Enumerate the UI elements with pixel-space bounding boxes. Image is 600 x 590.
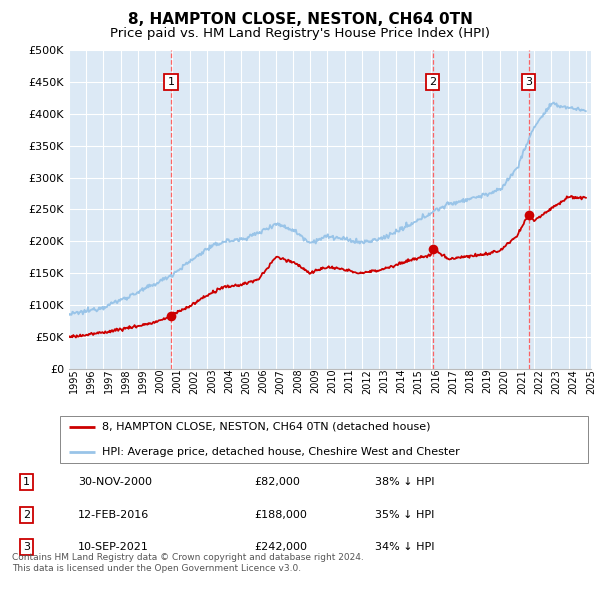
Text: 1997: 1997 xyxy=(103,369,113,394)
Text: 2015: 2015 xyxy=(413,369,424,394)
FancyBboxPatch shape xyxy=(59,415,589,464)
Text: 34% ↓ HPI: 34% ↓ HPI xyxy=(375,542,434,552)
Text: 2023: 2023 xyxy=(551,369,562,394)
Text: 1999: 1999 xyxy=(138,369,148,394)
Text: 1998: 1998 xyxy=(121,369,131,394)
Text: £82,000: £82,000 xyxy=(254,477,300,487)
Text: 1: 1 xyxy=(167,77,175,87)
Text: 2001: 2001 xyxy=(172,369,182,394)
Text: 2000: 2000 xyxy=(155,369,165,394)
Text: 2013: 2013 xyxy=(379,369,389,394)
Text: 3: 3 xyxy=(526,77,532,87)
Text: 3: 3 xyxy=(23,542,30,552)
Text: Contains HM Land Registry data © Crown copyright and database right 2024.
This d: Contains HM Land Registry data © Crown c… xyxy=(12,553,364,573)
Text: 8, HAMPTON CLOSE, NESTON, CH64 0TN (detached house): 8, HAMPTON CLOSE, NESTON, CH64 0TN (deta… xyxy=(103,422,431,432)
Text: 2024: 2024 xyxy=(569,369,578,394)
Text: 2007: 2007 xyxy=(276,369,286,394)
Text: 35% ↓ HPI: 35% ↓ HPI xyxy=(375,510,434,520)
Text: 1996: 1996 xyxy=(86,369,96,394)
Text: 12-FEB-2016: 12-FEB-2016 xyxy=(78,510,149,520)
Text: 2004: 2004 xyxy=(224,369,234,394)
Text: HPI: Average price, detached house, Cheshire West and Chester: HPI: Average price, detached house, Ches… xyxy=(103,447,460,457)
Text: 2020: 2020 xyxy=(500,369,509,394)
Text: £242,000: £242,000 xyxy=(254,542,307,552)
Text: 2002: 2002 xyxy=(190,369,200,394)
Text: 2006: 2006 xyxy=(259,369,269,394)
Text: 1: 1 xyxy=(23,477,30,487)
Text: 38% ↓ HPI: 38% ↓ HPI xyxy=(375,477,434,487)
Text: 10-SEP-2021: 10-SEP-2021 xyxy=(78,542,149,552)
Text: 1995: 1995 xyxy=(69,369,79,394)
Text: 8, HAMPTON CLOSE, NESTON, CH64 0TN: 8, HAMPTON CLOSE, NESTON, CH64 0TN xyxy=(128,12,472,27)
Text: 2: 2 xyxy=(23,510,30,520)
Text: 2014: 2014 xyxy=(397,369,406,394)
Text: 2003: 2003 xyxy=(207,369,217,394)
Text: 2009: 2009 xyxy=(310,369,320,394)
Text: Price paid vs. HM Land Registry's House Price Index (HPI): Price paid vs. HM Land Registry's House … xyxy=(110,27,490,40)
Text: 2005: 2005 xyxy=(241,369,251,394)
Text: 2021: 2021 xyxy=(517,369,527,394)
Text: 2011: 2011 xyxy=(344,369,355,394)
Text: £188,000: £188,000 xyxy=(254,510,307,520)
Text: 2012: 2012 xyxy=(362,369,372,394)
Text: 2010: 2010 xyxy=(328,369,337,394)
Text: 2016: 2016 xyxy=(431,369,441,394)
Text: 2008: 2008 xyxy=(293,369,303,394)
Text: 2025: 2025 xyxy=(586,369,596,394)
Text: 2019: 2019 xyxy=(482,369,493,394)
Text: 30-NOV-2000: 30-NOV-2000 xyxy=(78,477,152,487)
Text: 2018: 2018 xyxy=(465,369,475,394)
Text: 2017: 2017 xyxy=(448,369,458,394)
Text: 2022: 2022 xyxy=(534,369,544,394)
Text: 2: 2 xyxy=(429,77,436,87)
